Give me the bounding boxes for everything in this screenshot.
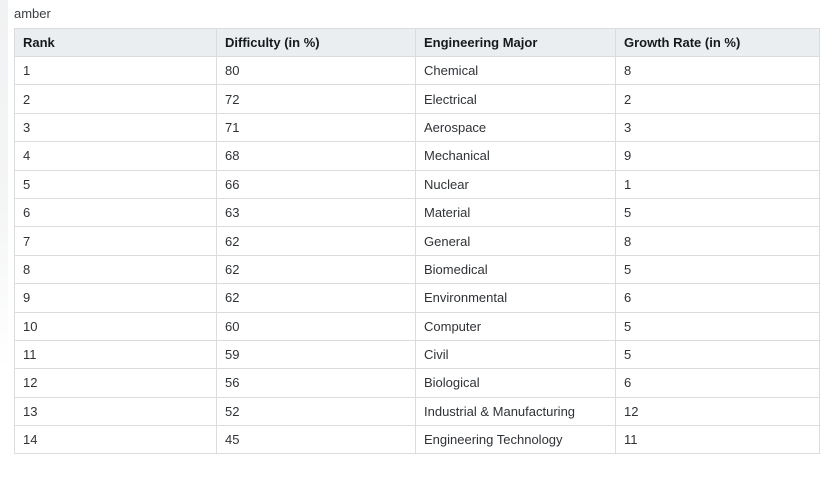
- table-row: 14 45 Engineering Technology 11: [14, 425, 820, 455]
- table-row: 10 60 Computer 5: [14, 311, 820, 341]
- table-row: 5 66 Nuclear 1: [14, 169, 820, 199]
- column-header-rank: Rank: [14, 28, 217, 57]
- cell-growth-rate: 2: [615, 84, 820, 114]
- cell-engineering-major: Engineering Technology: [415, 425, 616, 455]
- table-title: amber: [14, 6, 51, 21]
- table-row: 6 63 Material 5: [14, 197, 820, 228]
- cell-growth-rate: 1: [615, 169, 820, 199]
- cell-engineering-major: Environmental: [415, 283, 616, 313]
- cell-difficulty: 52: [216, 396, 416, 427]
- cell-growth-rate: 6: [615, 368, 820, 398]
- cell-difficulty: 80: [216, 55, 416, 86]
- cell-engineering-major: Electrical: [415, 84, 616, 114]
- cell-rank: 3: [14, 112, 217, 143]
- cell-rank: 7: [14, 226, 217, 256]
- cell-engineering-major: Chemical: [415, 55, 616, 86]
- cell-difficulty: 62: [216, 283, 416, 313]
- cell-growth-rate: 5: [615, 197, 820, 228]
- cell-difficulty: 71: [216, 112, 416, 143]
- cell-growth-rate: 12: [615, 396, 820, 427]
- cell-growth-rate: 5: [615, 311, 820, 341]
- cell-growth-rate: 5: [615, 339, 820, 370]
- cell-engineering-major: Mechanical: [415, 141, 616, 171]
- cell-rank: 12: [14, 368, 217, 398]
- cell-growth-rate: 9: [615, 141, 820, 171]
- cell-engineering-major: Industrial & Manufacturing: [415, 396, 616, 427]
- table-row: 8 62 Biomedical 5: [14, 254, 820, 285]
- cell-engineering-major: Biomedical: [415, 254, 616, 285]
- cell-rank: 14: [14, 425, 217, 455]
- cell-engineering-major: Computer: [415, 311, 616, 341]
- cell-rank: 1: [14, 55, 217, 86]
- table-row: 13 52 Industrial & Manufacturing 12: [14, 396, 820, 427]
- cell-difficulty: 59: [216, 339, 416, 370]
- table-row: 3 71 Aerospace 3: [14, 112, 820, 143]
- table-row: 11 59 Civil 5: [14, 339, 820, 370]
- cell-rank: 4: [14, 141, 217, 171]
- cell-difficulty: 62: [216, 254, 416, 285]
- table-row: 9 62 Environmental 6: [14, 283, 820, 313]
- header-row: Rank Difficulty (in %) Engineering Major…: [14, 28, 820, 57]
- cell-engineering-major: General: [415, 226, 616, 256]
- cell-growth-rate: 8: [615, 55, 820, 86]
- cell-engineering-major: Nuclear: [415, 169, 616, 199]
- cell-rank: 8: [14, 254, 217, 285]
- cell-difficulty: 45: [216, 425, 416, 455]
- cell-growth-rate: 3: [615, 112, 820, 143]
- table-row: 4 68 Mechanical 9: [14, 141, 820, 171]
- table-row: 12 56 Biological 6: [14, 368, 820, 398]
- data-table: Rank Difficulty (in %) Engineering Major…: [14, 28, 820, 455]
- cell-rank: 11: [14, 339, 217, 370]
- table-row: 1 80 Chemical 8: [14, 55, 820, 86]
- cell-engineering-major: Aerospace: [415, 112, 616, 143]
- column-header-difficulty: Difficulty (in %): [216, 28, 416, 57]
- cell-rank: 10: [14, 311, 217, 341]
- cell-rank: 2: [14, 84, 217, 114]
- cell-difficulty: 66: [216, 169, 416, 199]
- cell-engineering-major: Material: [415, 197, 616, 228]
- column-header-growth-rate: Growth Rate (in %): [615, 28, 820, 57]
- cell-growth-rate: 6: [615, 283, 820, 313]
- cell-engineering-major: Civil: [415, 339, 616, 370]
- cell-growth-rate: 5: [615, 254, 820, 285]
- cell-engineering-major: Biological: [415, 368, 616, 398]
- cell-growth-rate: 11: [615, 425, 820, 455]
- cell-difficulty: 72: [216, 84, 416, 114]
- cell-rank: 6: [14, 197, 217, 228]
- table-body: 1 80 Chemical 8 2 72 Electrical 2 3 71 Aerospace 3 4…: [14, 55, 820, 455]
- table-row: 2 72 Electrical 2: [14, 84, 820, 114]
- cell-rank: 9: [14, 283, 217, 313]
- cell-rank: 5: [14, 169, 217, 199]
- column-header-engineering-major: Engineering Major: [415, 28, 616, 57]
- cell-growth-rate: 8: [615, 226, 820, 256]
- cell-difficulty: 63: [216, 197, 416, 228]
- cell-difficulty: 62: [216, 226, 416, 256]
- left-edge-shading: [0, 0, 8, 370]
- table-row: 7 62 General 8: [14, 226, 820, 256]
- cell-difficulty: 56: [216, 368, 416, 398]
- cell-rank: 13: [14, 396, 217, 427]
- cell-difficulty: 68: [216, 141, 416, 171]
- cell-difficulty: 60: [216, 311, 416, 341]
